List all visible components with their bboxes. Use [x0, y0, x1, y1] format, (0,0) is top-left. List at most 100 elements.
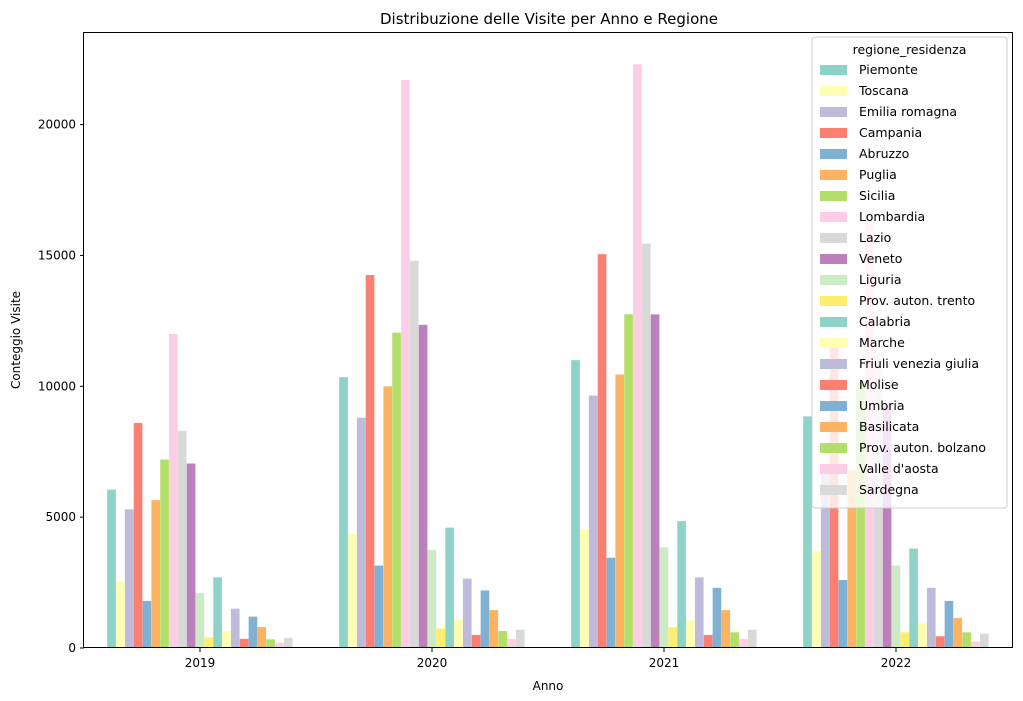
bar-toscana-2020: [348, 534, 357, 648]
y-tick-label: 20000: [38, 118, 76, 132]
bar-calabria-2019: [213, 577, 222, 648]
bar-veneto-2021: [650, 314, 660, 648]
legend-entry-label: Liguria: [859, 272, 902, 287]
legend-entry-label: Emilia romagna: [859, 104, 957, 119]
legend-entry-label: Piemonte: [859, 62, 918, 77]
bar-basilicata-2019: [257, 627, 267, 648]
y-axis: 0 5000 10000 15000 20000: [38, 118, 84, 655]
legend-swatch: [820, 338, 847, 348]
bar-valle-d-aosta-2019: [275, 642, 284, 648]
bar-molise-2020: [471, 634, 481, 648]
legend-swatch: [820, 107, 847, 117]
bar-marche-2022: [918, 623, 927, 648]
bar-umbria-2022: [944, 600, 954, 648]
bar-lazio-2020: [409, 260, 419, 648]
bar-piemonte-2021: [571, 360, 580, 648]
legend-swatch: [820, 296, 847, 306]
legend-swatch: [820, 212, 847, 222]
y-tick-label: 15000: [38, 248, 76, 262]
legend-entry-label: Puglia: [859, 167, 897, 182]
bar-sicilia-2022: [856, 382, 865, 648]
legend-entry-label: Lazio: [859, 230, 891, 245]
legend-entry-label: Sardegna: [859, 482, 919, 497]
bar-calabria-2021: [677, 521, 686, 648]
y-axis-label: Conteggio Visite: [9, 291, 23, 389]
legend-entry-label: Basilicata: [859, 419, 919, 434]
bar-liguria-2022: [891, 565, 901, 648]
legend-swatch: [820, 128, 847, 138]
bar-prov-auton-trento-2022: [900, 632, 910, 648]
bar-emilia-romagna-2020: [356, 417, 366, 648]
bar-molise-2022: [935, 636, 945, 648]
bar-molise-2021: [703, 634, 713, 648]
bar-abruzzo-2022: [838, 579, 848, 648]
bar-piemonte-2019: [107, 489, 116, 648]
bar-lombardia-2021: [633, 64, 642, 648]
bar-valle-d-aosta-2021: [739, 638, 748, 648]
bar-prov-auton-bolzano-2022: [962, 632, 971, 648]
bar-emilia-romagna-2019: [124, 509, 134, 648]
bar-calabria-2020: [445, 527, 454, 648]
legend: regione_residenza Piemonte Toscana Emilia r…: [811, 36, 1008, 509]
legend-entry-label: Valle d'aosta: [859, 461, 939, 476]
bar-abruzzo-2020: [374, 565, 384, 648]
bar-toscana-2019: [116, 581, 125, 648]
bar-puglia-2020: [383, 386, 393, 648]
bar-abruzzo-2019: [142, 600, 152, 648]
legend-swatch: [820, 170, 847, 180]
bar-puglia-2022: [847, 470, 857, 648]
legend-entry-label: Friuli venezia giulia: [859, 356, 979, 371]
legend-swatch: [820, 254, 847, 264]
legend-entry-label: Prov. auton. trento: [859, 293, 975, 308]
bar-sardegna-2021: [747, 629, 757, 648]
x-tick-label: 2022: [881, 656, 912, 670]
bar-emilia-romagna-2021: [588, 395, 598, 648]
bar-liguria-2021: [659, 547, 669, 648]
legend-entry-label: Molise: [859, 377, 899, 392]
bar-prov-auton-bolzano-2020: [498, 630, 507, 648]
legend-entry-label: Marche: [859, 335, 905, 350]
bar-basilicata-2022: [953, 617, 963, 648]
legend-swatch: [820, 275, 847, 285]
bar-friuli-venezia-giulia-2020: [462, 578, 472, 648]
bar-umbria-2021: [712, 587, 722, 648]
legend-swatch: [820, 359, 847, 369]
x-tick-label: 2019: [185, 656, 216, 670]
legend-entry-label: Sicilia: [859, 188, 895, 203]
bar-sardegna-2019: [283, 638, 293, 648]
bar-marche-2020: [454, 619, 463, 648]
legend-swatch: [820, 233, 847, 243]
bar-friuli-venezia-giulia-2022: [926, 587, 936, 648]
x-axis-label: Anno: [533, 679, 564, 693]
y-tick-label: 0: [68, 641, 76, 655]
bar-liguria-2020: [427, 549, 437, 648]
bar-toscana-2021: [580, 528, 589, 648]
bar-puglia-2021: [615, 374, 625, 648]
bar-veneto-2019: [186, 463, 196, 648]
bar-toscana-2022: [812, 551, 821, 648]
legend-swatch: [820, 464, 847, 474]
bar-lazio-2021: [641, 243, 651, 649]
legend-swatch: [820, 65, 847, 75]
legend-entry-label: Abruzzo: [859, 146, 909, 161]
bar-marche-2021: [686, 620, 695, 648]
bar-basilicata-2021: [721, 610, 731, 648]
bar-calabria-2022: [909, 548, 918, 648]
legend-swatch: [820, 149, 847, 159]
legend-entry-label: Calabria: [859, 314, 911, 329]
legend-box: [811, 36, 1008, 509]
legend-title: regione_residenza: [853, 42, 967, 57]
bar-piemonte-2022: [803, 416, 812, 648]
bar-prov-auton-trento-2021: [668, 627, 678, 648]
bar-sicilia-2019: [160, 459, 169, 648]
bar-valle-d-aosta-2020: [507, 638, 516, 648]
bar-friuli-venezia-giulia-2019: [230, 608, 240, 648]
legend-entry-label: Umbria: [859, 398, 905, 413]
chart-title: Distribuzione delle Visite per Anno e Re…: [380, 10, 718, 28]
bar-puglia-2019: [151, 500, 161, 648]
bar-emilia-romagna-2022: [820, 470, 830, 648]
bar-liguria-2019: [195, 593, 205, 648]
bar-lazio-2019: [177, 430, 187, 648]
legend-swatch: [820, 317, 847, 327]
